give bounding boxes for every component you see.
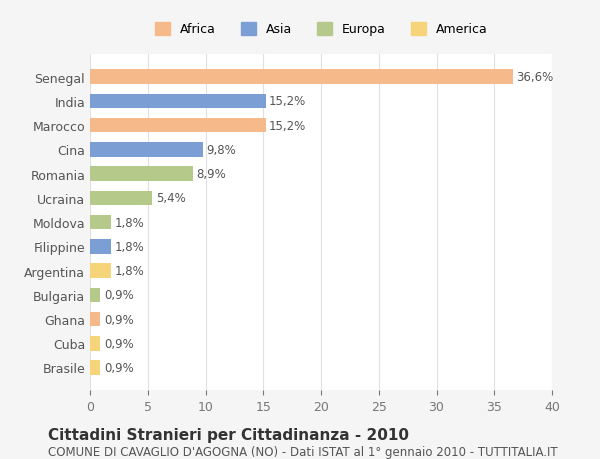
Bar bbox=[90, 143, 203, 157]
Bar bbox=[90, 240, 111, 254]
Text: 8,9%: 8,9% bbox=[196, 168, 226, 181]
Bar bbox=[90, 70, 513, 85]
Text: 5,4%: 5,4% bbox=[156, 192, 185, 205]
Bar bbox=[90, 312, 100, 326]
Text: 0,9%: 0,9% bbox=[104, 289, 134, 302]
Bar bbox=[90, 336, 100, 351]
Bar bbox=[90, 191, 152, 206]
Bar bbox=[90, 167, 193, 181]
Text: 15,2%: 15,2% bbox=[269, 119, 306, 132]
Text: 1,8%: 1,8% bbox=[114, 241, 144, 253]
Bar bbox=[90, 360, 100, 375]
Bar bbox=[90, 95, 266, 109]
Text: Cittadini Stranieri per Cittadinanza - 2010: Cittadini Stranieri per Cittadinanza - 2… bbox=[48, 427, 409, 442]
Text: 1,8%: 1,8% bbox=[114, 264, 144, 277]
Bar bbox=[90, 264, 111, 278]
Text: 0,9%: 0,9% bbox=[104, 337, 134, 350]
Bar bbox=[90, 215, 111, 230]
Text: 0,9%: 0,9% bbox=[104, 361, 134, 374]
Text: 9,8%: 9,8% bbox=[206, 144, 236, 157]
Legend: Africa, Asia, Europa, America: Africa, Asia, Europa, America bbox=[149, 18, 493, 41]
Bar bbox=[90, 288, 100, 302]
Text: 36,6%: 36,6% bbox=[516, 71, 553, 84]
Text: 0,9%: 0,9% bbox=[104, 313, 134, 326]
Text: 15,2%: 15,2% bbox=[269, 95, 306, 108]
Bar bbox=[90, 119, 266, 133]
Text: 1,8%: 1,8% bbox=[114, 216, 144, 229]
Text: COMUNE DI CAVAGLIO D'AGOGNA (NO) - Dati ISTAT al 1° gennaio 2010 - TUTTITALIA.IT: COMUNE DI CAVAGLIO D'AGOGNA (NO) - Dati … bbox=[48, 445, 557, 458]
